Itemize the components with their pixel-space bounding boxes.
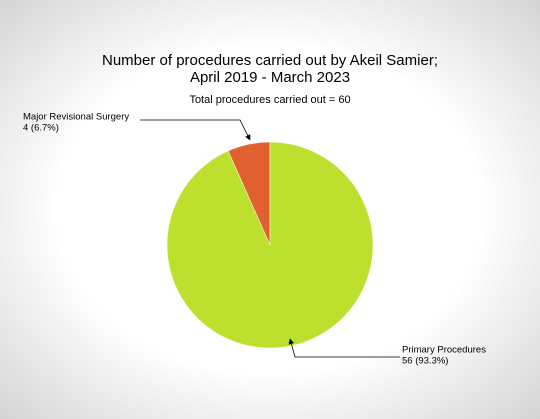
slice-value-label: 56 (93.3%) xyxy=(402,356,448,367)
pie-slice xyxy=(166,141,374,349)
leader-line xyxy=(288,338,400,358)
slice-label: Primary Procedures xyxy=(402,345,486,356)
chart-title: April 2019 - March 2023 xyxy=(190,69,350,86)
slice-value-label: 4 (6.7%) xyxy=(23,123,59,134)
slice-label: Major Revisional Surgery xyxy=(23,112,129,123)
leader-line xyxy=(140,119,251,141)
chart-title: Number of procedures carried out by Akei… xyxy=(102,52,438,69)
chart-subtitle: Total procedures carried out = 60 xyxy=(189,94,350,106)
